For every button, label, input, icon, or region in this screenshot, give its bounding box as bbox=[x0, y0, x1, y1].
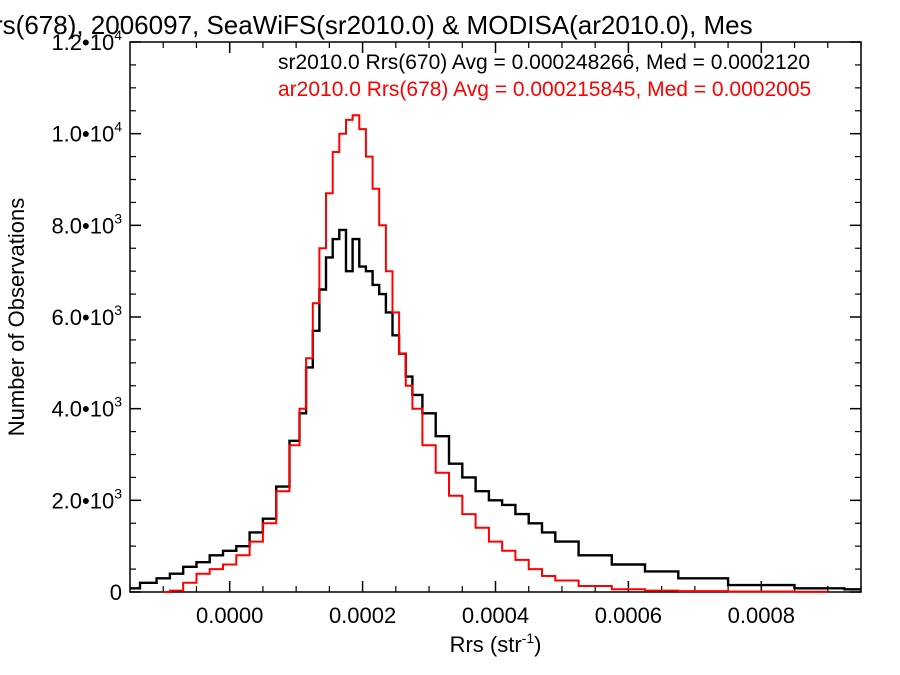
x-tick-label: 0.0002 bbox=[329, 603, 396, 628]
y-tick-label: 8.0•103 bbox=[51, 210, 122, 238]
y-tick-label: 0 bbox=[110, 580, 122, 605]
x-axis: 0.0000 0.0002 0.0004 0.0006 0.0008 bbox=[162, 42, 862, 628]
legend-entry-ar2010: ar2010.0 Rrs(678) Avg = 0.000215845, Med… bbox=[278, 78, 811, 101]
plot-area-border bbox=[129, 41, 862, 593]
legend-entry-sr2010: sr2010.0 Rrs(670) Avg = 0.000248266, Med… bbox=[278, 51, 810, 74]
y-tick-label: 6.0•103 bbox=[51, 302, 122, 330]
y-tick-label: 1.0•104 bbox=[51, 119, 122, 147]
series-sr2010-line bbox=[130, 228, 861, 591]
plot-frame bbox=[129, 41, 862, 593]
legend: sr2010.0 Rrs(670) Avg = 0.000248266, Med… bbox=[278, 51, 811, 101]
y-tick-label: 4.0•103 bbox=[51, 394, 122, 422]
y-axis-title: Number of Observations bbox=[4, 198, 29, 436]
y-tick-label: 1.2•104 bbox=[51, 27, 122, 55]
series-ar2010-line bbox=[163, 114, 828, 593]
series-lines bbox=[130, 114, 861, 593]
chart-title: rs(678), 2006097, SeaWiFS(sr2010.0) & MO… bbox=[0, 10, 753, 40]
x-axis-title: Rrs (str-1) bbox=[450, 630, 542, 657]
x-tick-label: 0.0006 bbox=[595, 603, 662, 628]
x-tick-label: 0.0004 bbox=[462, 603, 529, 628]
x-tick-label: 0.0008 bbox=[728, 603, 795, 628]
x-tick-label: 0.0000 bbox=[196, 603, 263, 628]
y-tick-label: 2.0•103 bbox=[51, 485, 122, 513]
y-axis: 0 2.0•103 4.0•103 6.0•103 8.0•103 1.0•104 1.2•… bbox=[51, 27, 861, 605]
